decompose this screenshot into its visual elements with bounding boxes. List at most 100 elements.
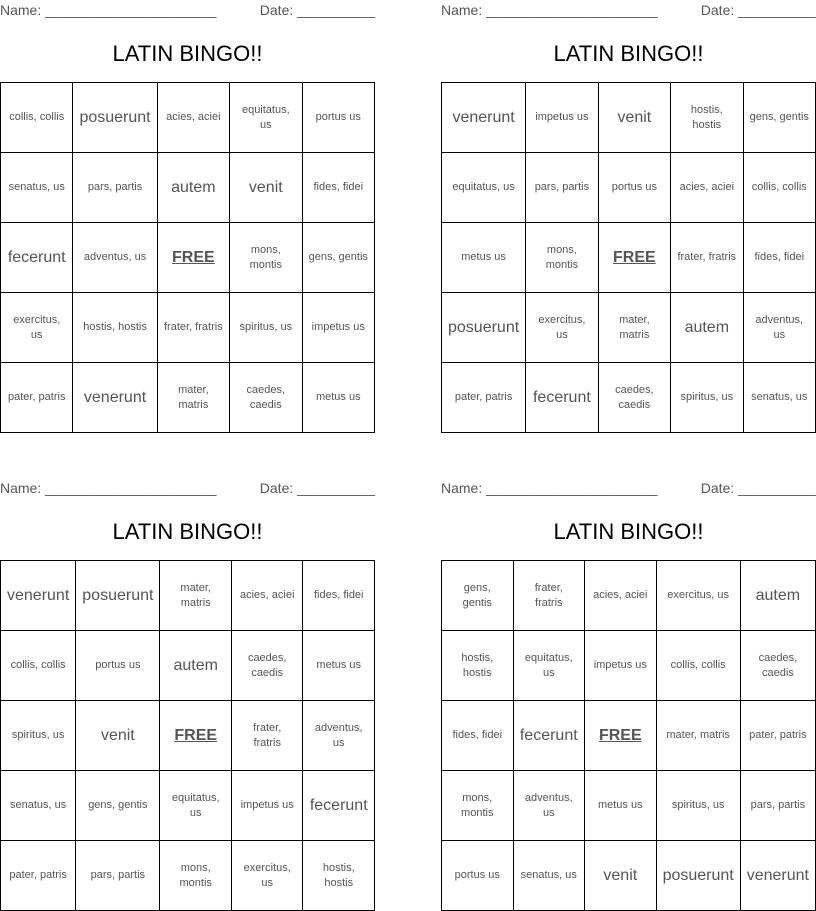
bingo-cell: frater, fratris <box>513 561 586 631</box>
bingo-cell: gens, gentis <box>302 223 375 293</box>
bingo-cell: fecerunt <box>303 771 375 841</box>
bingo-cell: adventus, us <box>303 701 375 771</box>
bingo-cell: spiritus, us <box>230 293 303 363</box>
bingo-cell: frater, fratris <box>671 223 744 293</box>
bingo-card: Name: ______________________ Date: ______… <box>0 478 375 911</box>
bingo-cell: portus us <box>302 83 375 153</box>
bingo-cell: exercitus, us <box>656 561 741 631</box>
bingo-cell: acies, aciei <box>585 561 657 631</box>
bingo-cell: caedes, caedis <box>230 363 303 433</box>
bingo-cell: posuerunt <box>442 293 527 363</box>
bingo-cell: pars, partis <box>526 153 599 223</box>
bingo-cell: gens, gentis <box>442 561 514 631</box>
name-field: Name: ______________________ <box>441 480 658 496</box>
bingo-cell: portus us <box>76 631 161 701</box>
bingo-cell: mons, montis <box>442 771 514 841</box>
bingo-cell: frater, fratris <box>157 293 231 363</box>
bingo-cell: venit <box>76 701 161 771</box>
bingo-cell: hostis, hostis <box>303 841 375 911</box>
name-field: Name: ______________________ <box>0 2 217 18</box>
bingo-cell: collis, collis <box>1 631 77 701</box>
bingo-cell: venerunt <box>740 841 816 911</box>
card-title: LATIN BINGO!! <box>112 41 263 66</box>
bingo-cell: FREE <box>585 701 657 771</box>
card-title: LATIN BINGO!! <box>112 519 263 544</box>
date-field: Date: __________ <box>700 480 816 496</box>
bingo-cell: senatus, us <box>1 153 74 223</box>
bingo-cell: metus us <box>442 223 527 293</box>
bingo-cell: pater, patris <box>1 363 74 433</box>
bingo-cell: metus us <box>302 363 375 433</box>
bingo-cell: impetus us <box>585 631 657 701</box>
name-field: Name: ______________________ <box>0 480 217 496</box>
bingo-cell: collis, collis <box>743 153 816 223</box>
bingo-cell: impetus us <box>231 771 304 841</box>
bingo-cell: acies, aciei <box>671 153 744 223</box>
bingo-cell: pater, patris <box>1 841 77 911</box>
bingo-grid: collis, collis posuerunt acies, aciei equit… <box>0 82 375 433</box>
bingo-cell: mater, matris <box>157 363 231 433</box>
bingo-card: Name: ______________________ Date: ______… <box>0 0 375 433</box>
bingo-cell: portus us <box>442 841 514 911</box>
bingo-cell: frater, fratris <box>231 701 304 771</box>
bingo-cell: pater, patris <box>740 701 816 771</box>
bingo-cell: fides, fidei <box>743 223 816 293</box>
bingo-cell: impetus us <box>526 83 599 153</box>
bingo-cell: venerunt <box>73 363 158 433</box>
bingo-cell: adventus, us <box>513 771 586 841</box>
bingo-cell: adventus, us <box>743 293 816 363</box>
bingo-cell: venerunt <box>442 83 527 153</box>
bingo-cell: impetus us <box>302 293 375 363</box>
date-field: Date: __________ <box>259 480 375 496</box>
bingo-cell: collis, collis <box>656 631 741 701</box>
bingo-cell: portus us <box>598 153 672 223</box>
bingo-cell: autem <box>671 293 744 363</box>
bingo-cell: gens, gentis <box>76 771 161 841</box>
bingo-cell: mons, montis <box>160 841 232 911</box>
bingo-cell: exercitus, us <box>231 841 304 911</box>
bingo-cell: hostis, hostis <box>73 293 158 363</box>
bingo-cell: fecerunt <box>526 363 599 433</box>
bingo-cell: hostis, hostis <box>671 83 744 153</box>
bingo-cell: FREE <box>598 223 672 293</box>
bingo-cell: equitatus, us <box>160 771 232 841</box>
name-field: Name: ______________________ <box>441 2 658 18</box>
bingo-cell: autem <box>740 561 816 631</box>
bingo-cell: autem <box>157 153 231 223</box>
bingo-cell: mater, matris <box>160 561 232 631</box>
bingo-grid: venerunt impetus us venit hostis, hostis gen… <box>441 82 816 433</box>
bingo-cell: mons, montis <box>230 223 303 293</box>
bingo-cell: adventus, us <box>73 223 158 293</box>
bingo-cell: hostis, hostis <box>442 631 514 701</box>
bingo-cell: fides, fidei <box>442 701 514 771</box>
bingo-cell: autem <box>160 631 232 701</box>
bingo-cell: venit <box>230 153 303 223</box>
bingo-cell: spiritus, us <box>671 363 744 433</box>
bingo-cell: metus us <box>303 631 375 701</box>
bingo-cell: fecerunt <box>1 223 74 293</box>
bingo-cell: mater, matris <box>656 701 741 771</box>
bingo-cell: acies, aciei <box>231 561 304 631</box>
bingo-cell: acies, aciei <box>157 83 231 153</box>
bingo-cell: pars, partis <box>740 771 816 841</box>
bingo-cell: exercitus, us <box>526 293 599 363</box>
bingo-card: Name: ______________________ Date: ______… <box>441 478 816 911</box>
card-title: LATIN BINGO!! <box>553 519 704 544</box>
bingo-card: Name: ______________________ Date: ______… <box>441 0 816 433</box>
bingo-cell: caedes, caedis <box>740 631 816 701</box>
date-field: Date: __________ <box>700 2 816 18</box>
bingo-cell: posuerunt <box>76 561 161 631</box>
bingo-cell: spiritus, us <box>656 771 741 841</box>
bingo-cell: fides, fidei <box>302 153 375 223</box>
bingo-cell: FREE <box>157 223 231 293</box>
bingo-cell: caedes, caedis <box>231 631 304 701</box>
bingo-grid: venerunt posuerunt mater, matris acies, aci… <box>0 560 375 911</box>
bingo-cell: venerunt <box>1 561 77 631</box>
bingo-cell: venit <box>598 83 672 153</box>
bingo-cell: pars, partis <box>73 153 158 223</box>
bingo-cell: equitatus, us <box>442 153 527 223</box>
bingo-cell: mater, matris <box>598 293 672 363</box>
bingo-cell: collis, collis <box>1 83 74 153</box>
card-title: LATIN BINGO!! <box>553 41 704 66</box>
